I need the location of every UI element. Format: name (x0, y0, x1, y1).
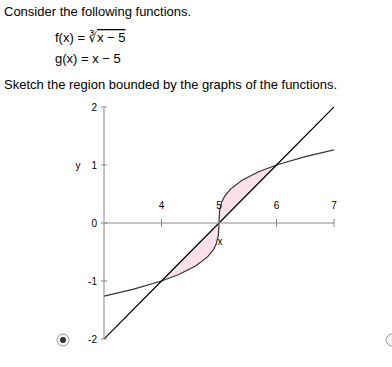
plot-area (104, 107, 334, 339)
radio-button[interactable] (386, 334, 392, 346)
y-axis-label: y (76, 160, 81, 171)
chart: Consider the following functions. f(x) = … (0, 0, 392, 367)
curve (104, 150, 334, 296)
function-label: f(x) = ∛x − 5 (55, 30, 125, 45)
x-tick (276, 219, 277, 227)
subtitle: Sketch the region bounded by the graphs … (4, 77, 337, 92)
y-tick (101, 165, 107, 166)
y-tick-label: 2 (91, 102, 97, 113)
y-tick (101, 223, 107, 224)
x-axis-label: x (218, 236, 223, 247)
radio-button[interactable] (57, 334, 69, 346)
x-tick-label: 5 (216, 200, 222, 211)
y-tick (101, 107, 107, 108)
y-tick-label: -1 (88, 276, 97, 287)
x-tick-label: 4 (159, 200, 165, 211)
curve (104, 107, 334, 339)
function-label: g(x) = x − 5 (55, 51, 121, 66)
x-tick (161, 219, 162, 227)
x-tick-label: 6 (274, 200, 280, 211)
radio-dot (60, 337, 66, 343)
y-tick-label: -2 (88, 334, 97, 345)
y-tick (101, 281, 107, 282)
y-tick (101, 339, 107, 340)
y-tick-label: 1 (91, 160, 97, 171)
x-tick (219, 219, 220, 227)
title: Consider the following functions. (4, 4, 191, 19)
y-tick-label: 0 (91, 218, 97, 229)
x-tick (334, 219, 335, 227)
x-tick-label: 7 (331, 200, 337, 211)
